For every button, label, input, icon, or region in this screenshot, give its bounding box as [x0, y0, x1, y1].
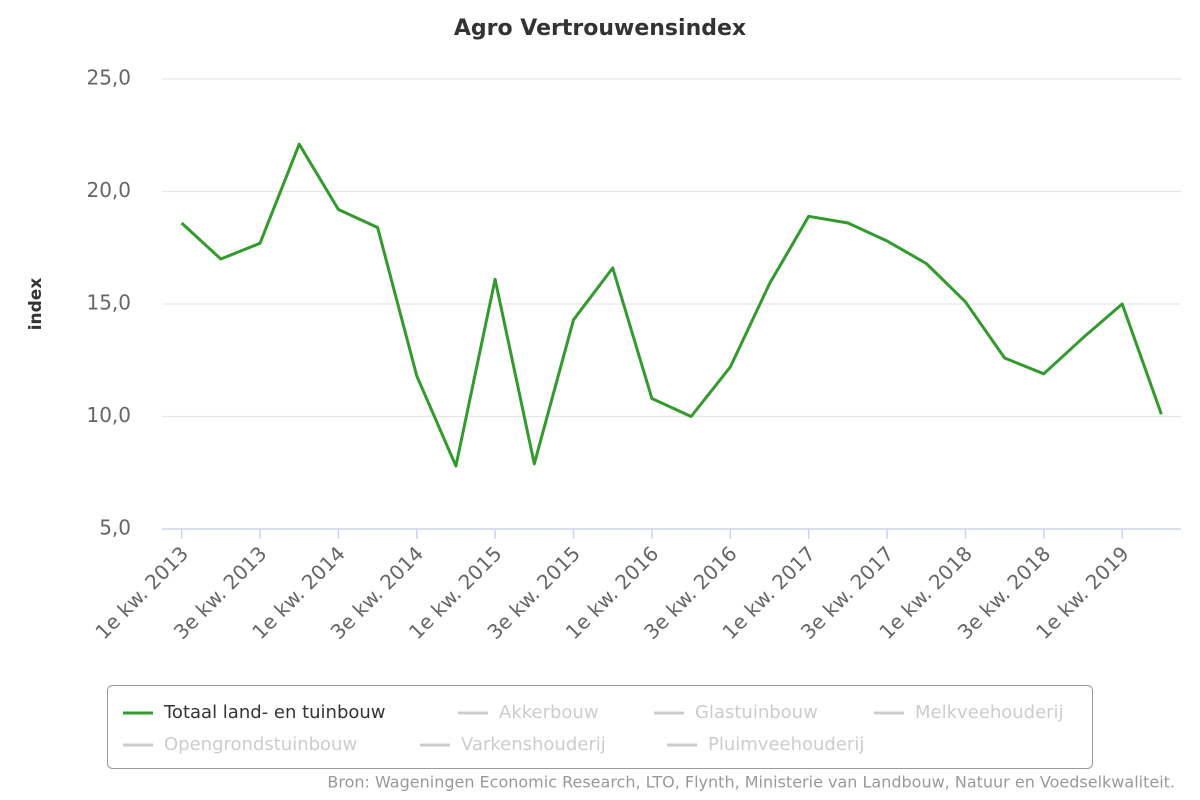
y-tick-label: 25,0: [86, 66, 131, 90]
y-tick-label: 15,0: [86, 291, 131, 315]
legend-label[interactable]: Varkenshouderij: [461, 734, 606, 755]
legend-label[interactable]: Totaal land- en tuinbouw: [163, 702, 386, 723]
source: Bron: Wageningen Economic Research, LTO,…: [327, 773, 1175, 792]
legend-label[interactable]: Opengrondstuinbouw: [164, 734, 357, 755]
legend-label[interactable]: Glastuinbouw: [695, 702, 818, 723]
chart-title: Agro Vertrouwensindex: [454, 16, 746, 41]
legend-label[interactable]: Melkveehouderij: [915, 702, 1064, 723]
legend-label[interactable]: Pluimveehouderij: [708, 734, 864, 755]
y-tick-label: 20,0: [86, 178, 131, 202]
legend-box: [107, 685, 1093, 769]
y-axis-label: index: [26, 278, 46, 331]
y-tick-label: 10,0: [86, 403, 131, 427]
line-series: [180, 142, 1163, 468]
y-tick-label: 5,0: [99, 516, 131, 540]
legend-label[interactable]: Akkerbouw: [499, 702, 599, 723]
